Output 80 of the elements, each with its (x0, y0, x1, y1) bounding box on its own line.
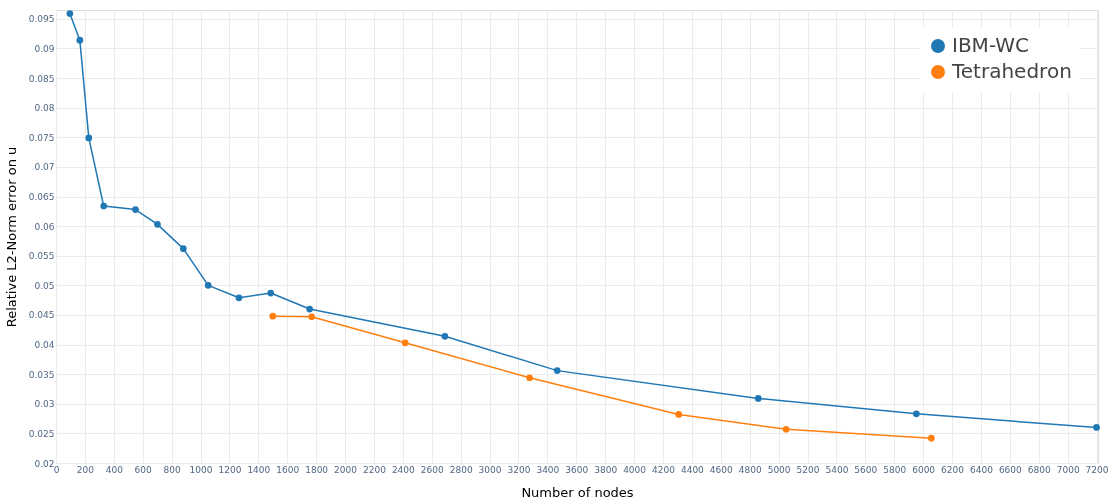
point (308, 313, 316, 321)
x-tick-label: 6000 (912, 464, 936, 475)
point (782, 425, 790, 433)
x-tick-label: 3600 (565, 464, 589, 475)
x-tick-label: 5000 (767, 464, 791, 475)
point (267, 289, 275, 297)
x-tick-label: 800 (163, 464, 181, 475)
x-tick-label: 2600 (420, 464, 444, 475)
y-tick-label: 0.09 (34, 43, 55, 54)
point (179, 245, 187, 252)
point (100, 202, 108, 210)
point (526, 374, 533, 382)
x-tick-label: 0 (53, 464, 60, 475)
x-tick-label: 4800 (738, 464, 762, 475)
y-axis-title: Relative L2-Norm error on u (3, 146, 19, 328)
x-tick-label: 2800 (449, 464, 473, 475)
y-tick-label: 0.045 (28, 310, 55, 321)
x-tick-label: 400 (105, 464, 124, 475)
x-tick-label: 6800 (1027, 464, 1051, 475)
x-tick-label: 3800 (594, 464, 618, 475)
x-tick-label: 4200 (652, 464, 676, 475)
point (66, 10, 74, 17)
x-tick-label: 3000 (478, 464, 502, 475)
point (154, 221, 161, 228)
x-tick-label: 4600 (709, 464, 734, 475)
point (306, 305, 313, 313)
x-tick-label: 2200 (362, 464, 387, 475)
x-tick-label: 1200 (218, 464, 242, 475)
x-tick-label: 6400 (969, 464, 994, 475)
y-tick-label: 0.025 (28, 428, 55, 439)
legend-label: IBM-WC (952, 33, 1030, 57)
y-tick-label: 0.055 (28, 251, 55, 262)
x-tick-label: 600 (134, 464, 153, 475)
x-tick-label: 3200 (507, 464, 531, 475)
x-tick-label: 7000 (1056, 464, 1080, 475)
x-tick-label: 4000 (623, 464, 647, 475)
y-tick-label: 0.07 (34, 162, 55, 173)
x-tick-label: 2400 (391, 464, 416, 475)
x-tick-label: 1000 (189, 464, 213, 475)
legend-label: Tetrahedron (951, 59, 1072, 83)
x-tick-label: 6600 (998, 464, 1023, 475)
y-tick-label: 0.035 (28, 369, 55, 380)
point (754, 395, 762, 402)
point (675, 411, 683, 418)
x-tick-label: 5200 (796, 464, 820, 475)
point (553, 367, 561, 374)
y-tick-label: 0.04 (34, 340, 55, 351)
point (441, 332, 449, 340)
y-tick-label: 0.02 (34, 458, 55, 469)
point (235, 294, 243, 302)
point (1093, 424, 1100, 431)
x-tick-label: 7200 (1085, 464, 1109, 475)
x-tick-label: 200 (76, 464, 95, 475)
y-tick-label: 0.065 (28, 192, 55, 203)
x-axis-title: Number of nodes (521, 484, 634, 500)
x-tick-label: 1600 (276, 464, 300, 475)
y-tick-label: 0.03 (34, 399, 55, 410)
y-tick-label: 0.06 (34, 221, 55, 232)
point (912, 410, 920, 418)
point (928, 434, 935, 442)
x-tick-label: 2000 (334, 464, 358, 475)
y-tick-label: 0.075 (28, 132, 55, 143)
x-tick-label: 3400 (536, 464, 560, 475)
point (132, 206, 139, 213)
x-tick-label: 5400 (825, 464, 849, 475)
x-tick-label: 6200 (941, 464, 965, 475)
x-tick-label: 4400 (680, 464, 705, 475)
point (76, 36, 84, 44)
x-tick-label: 5800 (883, 464, 907, 475)
y-tick-label: 0.08 (34, 103, 55, 114)
x-tick-label: 1400 (247, 464, 271, 475)
point (269, 312, 277, 320)
point (85, 134, 93, 142)
y-tick-label: 0.05 (34, 280, 55, 291)
y-tick-label: 0.085 (28, 73, 55, 84)
point (401, 339, 409, 347)
y-tick-label: 0.095 (28, 14, 55, 25)
x-tick-label: 1800 (305, 464, 329, 475)
point (204, 282, 212, 289)
x-tick-label: 5600 (854, 464, 878, 475)
